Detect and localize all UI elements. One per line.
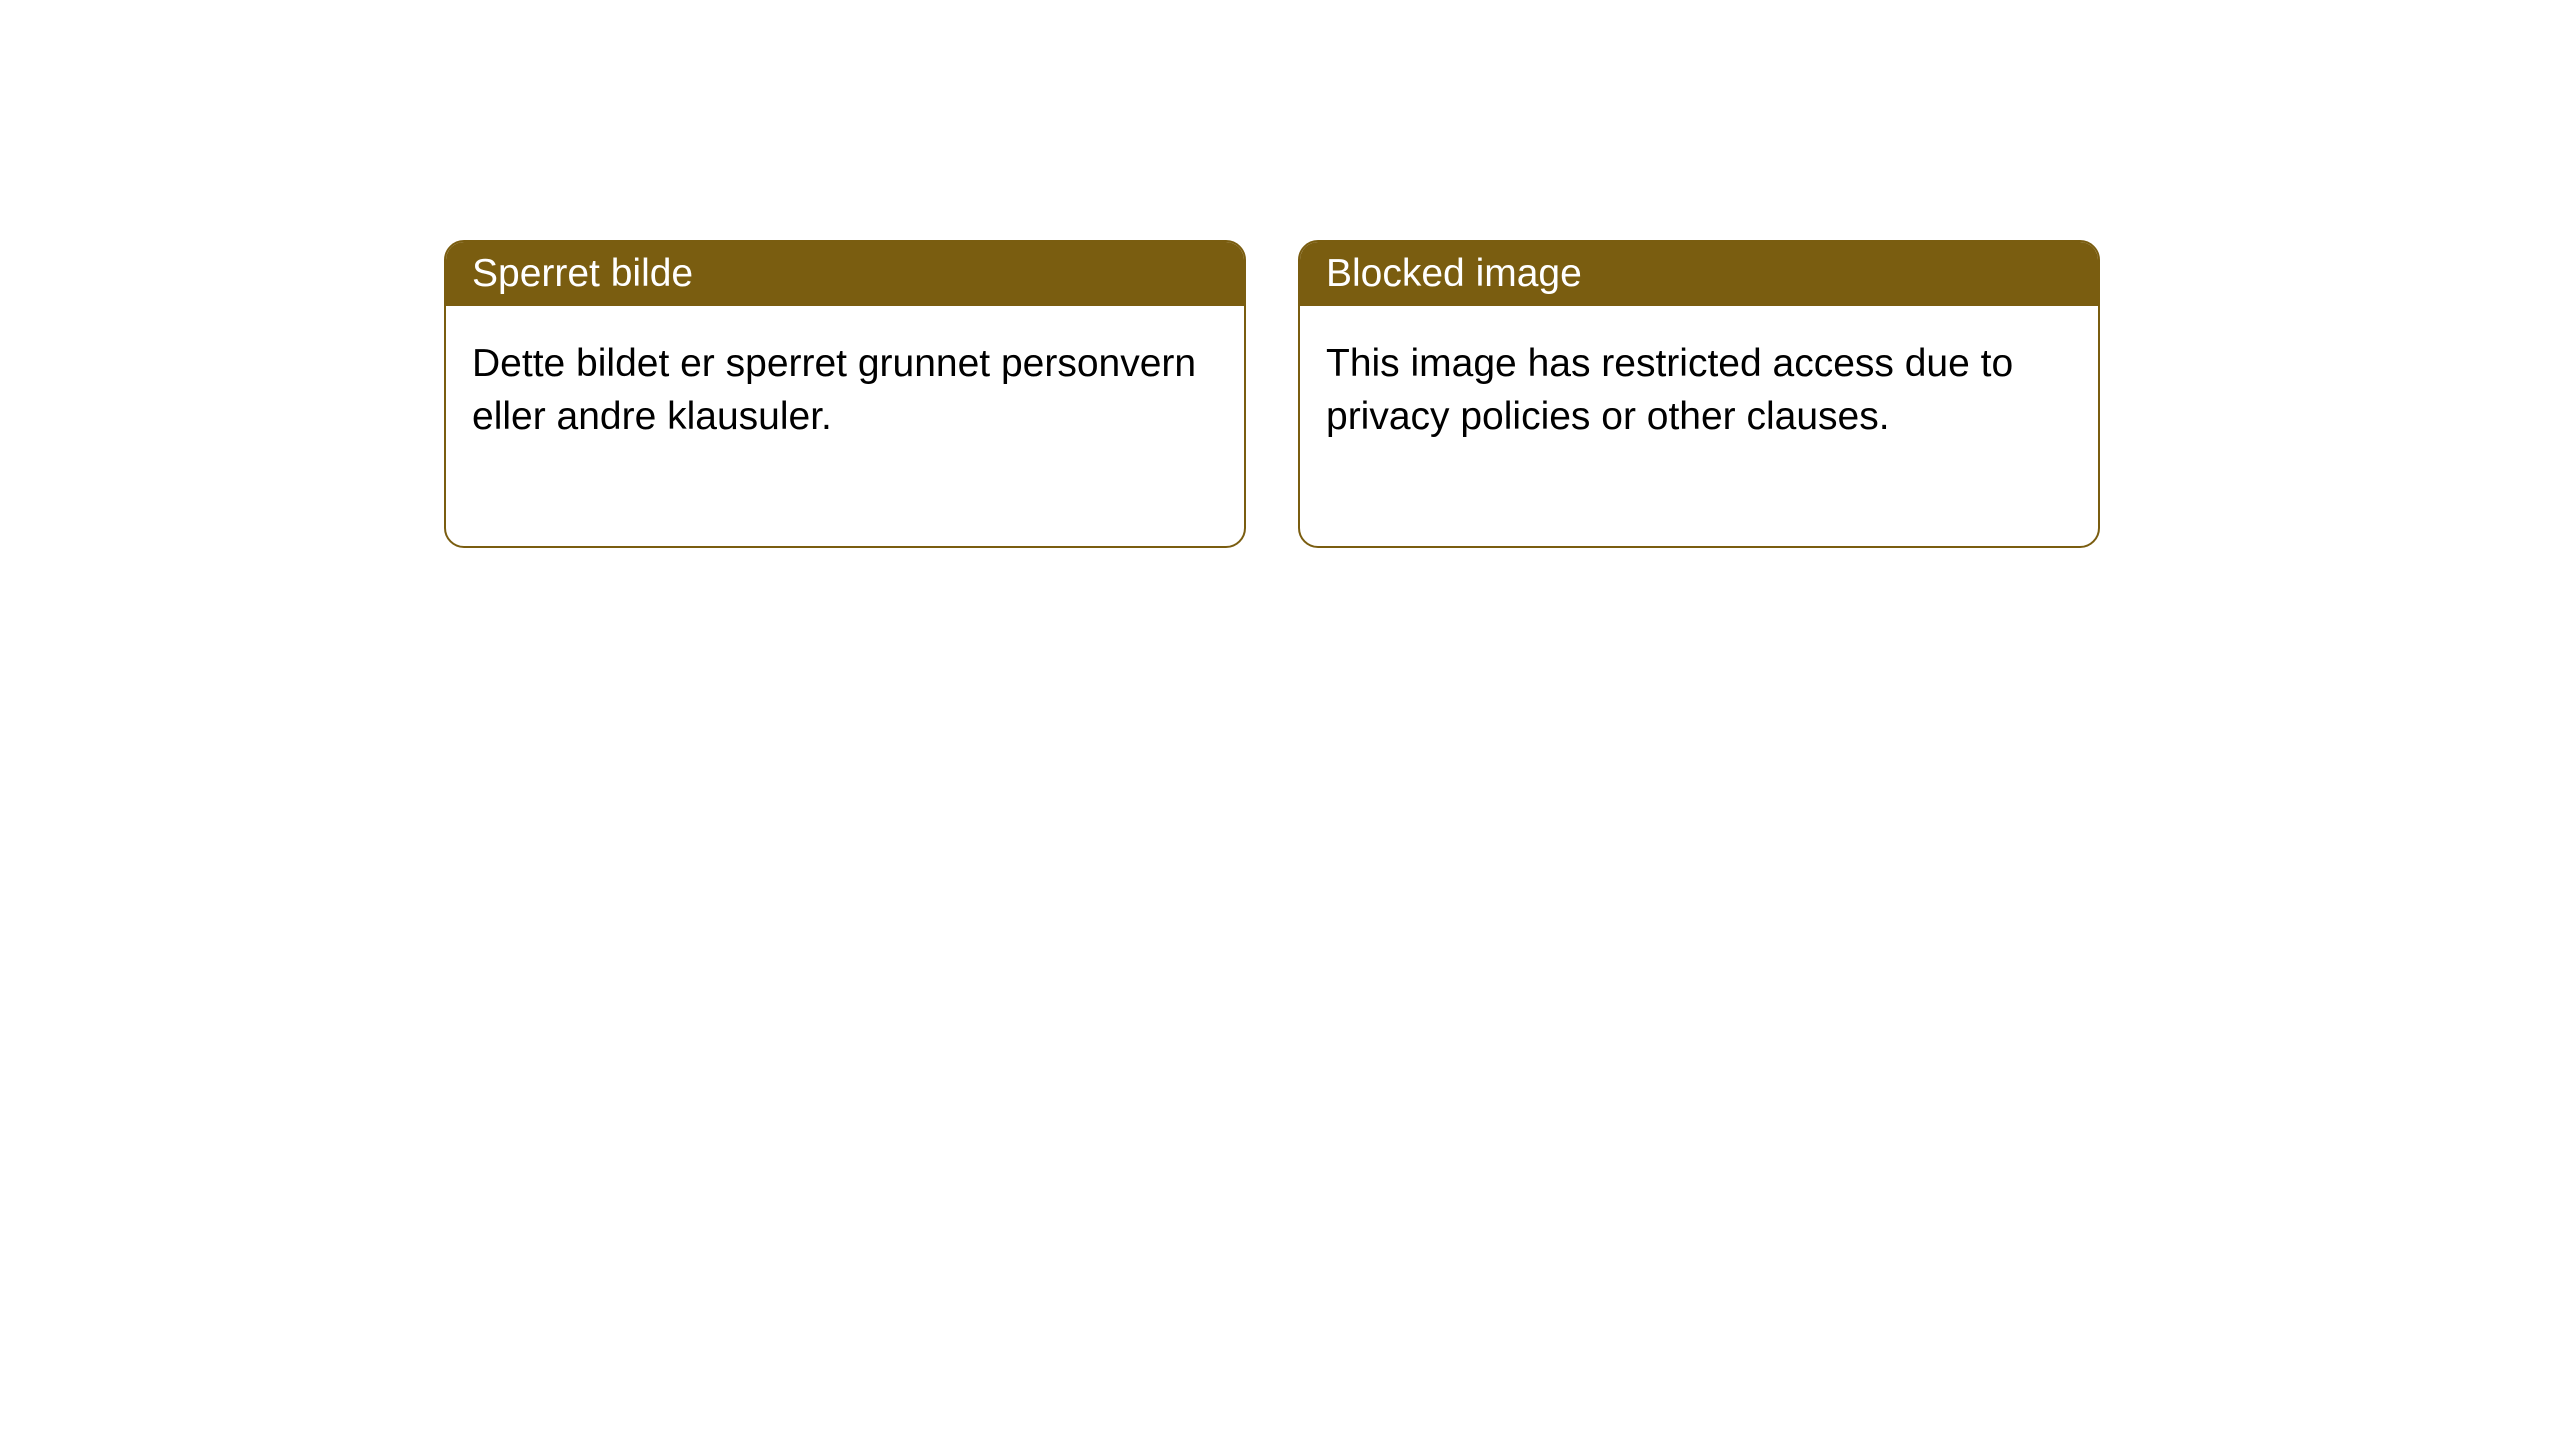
notice-body-norwegian: Dette bildet er sperret grunnet personve…	[446, 306, 1244, 546]
notice-title-norwegian: Sperret bilde	[446, 242, 1244, 306]
notice-card-norwegian: Sperret bilde Dette bildet er sperret gr…	[444, 240, 1246, 548]
notice-card-english: Blocked image This image has restricted …	[1298, 240, 2100, 548]
notice-title-english: Blocked image	[1300, 242, 2098, 306]
notice-container: Sperret bilde Dette bildet er sperret gr…	[0, 0, 2560, 548]
notice-body-english: This image has restricted access due to …	[1300, 306, 2098, 546]
